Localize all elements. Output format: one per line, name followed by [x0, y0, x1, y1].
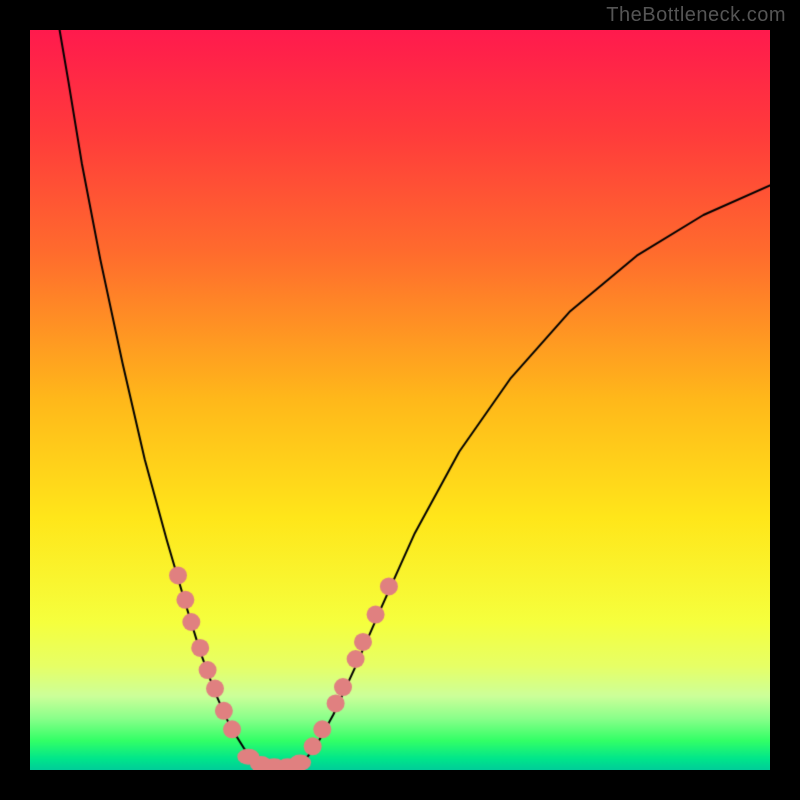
bottleneck-chart-canvas	[30, 30, 770, 770]
chart-stage: TheBottleneck.com	[0, 0, 800, 800]
watermark-text: TheBottleneck.com	[606, 4, 786, 27]
